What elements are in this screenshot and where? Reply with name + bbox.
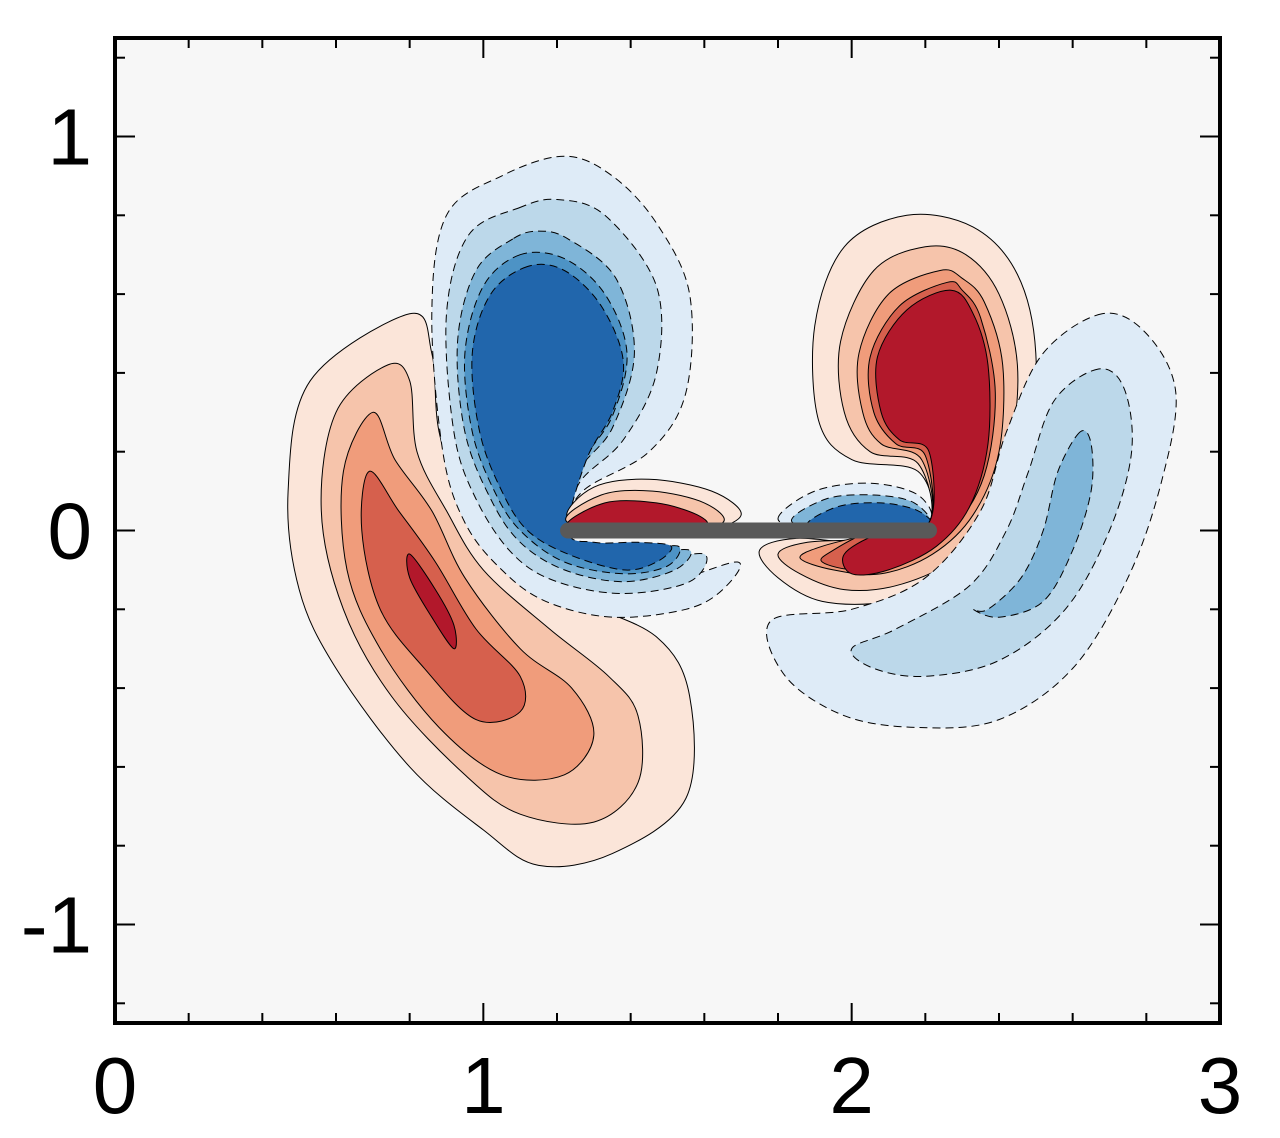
y-tick-label: -1 [21, 881, 92, 970]
x-tick-label: 3 [1198, 1041, 1243, 1130]
contour-regions [287, 155, 1177, 868]
axis-tick-labels: 0 1 2 3-101 [21, 93, 1242, 1131]
x-tick-label: 1 [461, 1041, 506, 1130]
negative-contour-level-5 [471, 263, 673, 571]
negative-contour-level-3 [972, 430, 1094, 618]
negative-contour-level-2 [850, 368, 1133, 678]
positive-contour-level-4 [360, 470, 527, 723]
y-tick-label: 1 [48, 93, 93, 182]
x-tick-label: 2 [829, 1041, 874, 1130]
y-tick-label: 0 [48, 487, 93, 576]
x-tick-label: 0 [93, 1041, 138, 1130]
positive-contour-level-5 [406, 553, 457, 650]
axis-ticks [114, 38, 1221, 1023]
positive-contour-level-3 [340, 411, 595, 781]
positive-contour-level-5 [842, 289, 991, 576]
